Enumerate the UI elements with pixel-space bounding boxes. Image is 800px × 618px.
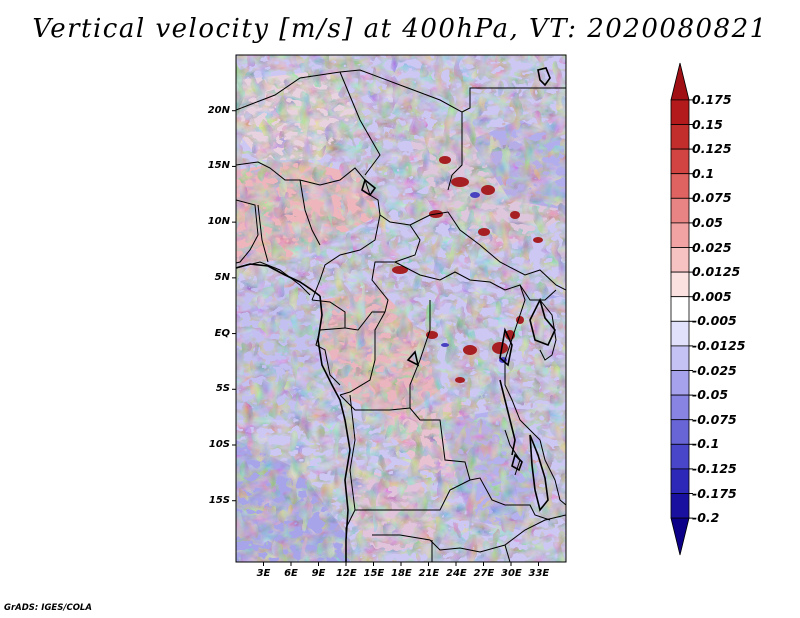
colorbar-label: 0.025 xyxy=(692,239,732,255)
colorbar-label: 0.125 xyxy=(692,141,732,157)
colorbar-label: 0.075 xyxy=(692,190,732,206)
lat-tick-label: 15S xyxy=(208,494,230,506)
colorbar-label: 0.05 xyxy=(692,214,723,230)
colorbar-label: 0.1 xyxy=(692,165,715,181)
lat-tick-marks xyxy=(232,110,236,502)
colorbar-label: -0.025 xyxy=(692,362,737,378)
colorbar-label: -0.075 xyxy=(692,411,737,427)
lon-tick-marks xyxy=(263,562,539,566)
lon-tick-label: 18E xyxy=(391,568,412,579)
colorbar-label: 0.175 xyxy=(692,91,732,107)
colorbar-bin xyxy=(670,419,690,445)
colorbar-bin xyxy=(670,271,690,298)
coastlines xyxy=(236,67,556,562)
colorbar-bin xyxy=(670,173,690,199)
lat-tick-label: 5S xyxy=(215,383,230,395)
velocity-field xyxy=(236,55,566,562)
lon-tick-label: 9E xyxy=(311,568,326,579)
lon-tick-label: 24E xyxy=(446,568,467,579)
colorbar-label: -0.0125 xyxy=(692,337,746,353)
colorbar-label: -0.1 xyxy=(692,436,720,452)
lon-tick-label: 3E xyxy=(256,568,271,579)
colorbar-bin xyxy=(670,443,690,470)
lat-tick-label: 20N xyxy=(207,104,230,116)
colorbar-bin xyxy=(670,62,690,101)
colorbar xyxy=(670,62,693,556)
colorbar-label: -0.05 xyxy=(692,387,729,403)
lon-tick-label: 12E xyxy=(336,568,357,579)
lat-tick-label: 5N xyxy=(214,271,230,283)
colorbar-label: -0.175 xyxy=(692,485,737,501)
lon-tick-label: 27E xyxy=(473,568,495,579)
colorbar-bin xyxy=(670,493,690,519)
colorbar-label: 0.005 xyxy=(692,288,732,304)
lat-tick-label: 15N xyxy=(207,160,230,172)
colorbar-label: 0.0125 xyxy=(692,264,741,280)
colorbar-bin xyxy=(670,99,690,125)
colorbar-bin xyxy=(670,320,690,347)
grads-credit: GrADS: IGES/COLA xyxy=(4,603,92,613)
colorbar-bin xyxy=(670,345,690,371)
lon-tick-label: 33E xyxy=(528,568,550,579)
colorbar-label: 0.15 xyxy=(692,116,723,132)
colorbar-bin xyxy=(670,124,690,150)
colorbar-bin xyxy=(670,468,690,494)
colorbar-bin xyxy=(670,394,690,421)
lon-tick-label: 15E xyxy=(363,568,385,579)
lat-tick-label: EQ xyxy=(214,327,230,339)
lat-tick-label: 10S xyxy=(208,439,230,450)
lat-tick-label: 10N xyxy=(207,216,230,228)
colorbar-bin xyxy=(670,370,690,396)
lon-tick-label: 21E xyxy=(418,568,440,579)
colorbar-bin xyxy=(670,296,690,322)
colorbar-bin xyxy=(670,148,690,175)
colorbar-bin xyxy=(670,517,690,556)
colorbar-bin xyxy=(670,222,690,248)
lon-tick-label: 6E xyxy=(284,568,298,579)
colorbar-bin xyxy=(670,197,690,224)
colorbar-label: -0.125 xyxy=(692,460,737,476)
colorbar-bin xyxy=(670,247,690,273)
colorbar-label: -0.005 xyxy=(692,313,737,329)
colorbar-label: -0.2 xyxy=(692,510,720,526)
chart-title: Vertical velocity [m/s] at 400hPa, VT: 2… xyxy=(32,14,768,44)
lon-tick-label: 30E xyxy=(501,568,522,579)
